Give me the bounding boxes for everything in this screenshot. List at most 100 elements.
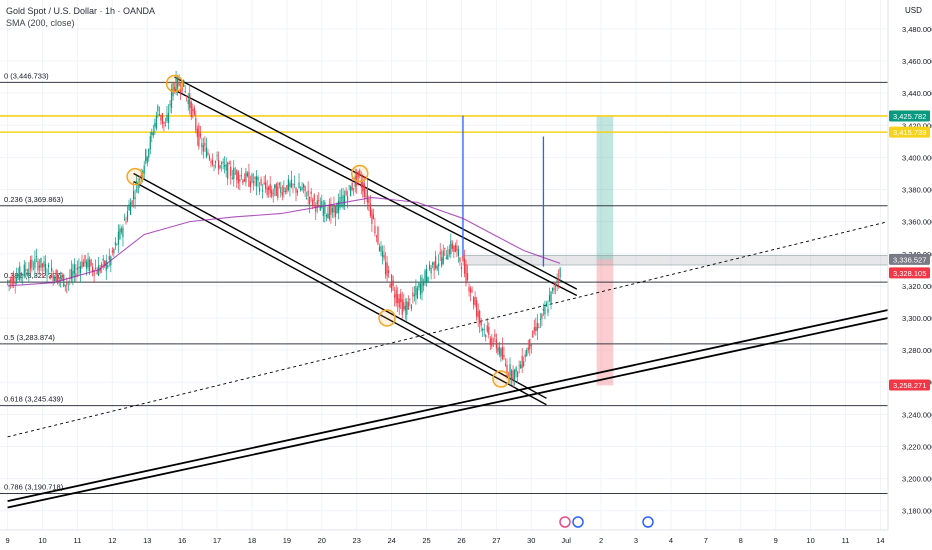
candle-body bbox=[553, 288, 555, 290]
candle-body bbox=[506, 364, 508, 376]
fib-label: 0.5 (3,283.874) bbox=[4, 333, 55, 342]
candle-body bbox=[213, 165, 215, 167]
candle-body bbox=[400, 293, 402, 303]
candle-body bbox=[419, 283, 422, 295]
time-tick-label: 14 bbox=[876, 536, 884, 545]
price-tag-bg bbox=[889, 267, 930, 279]
candle-body bbox=[192, 109, 194, 111]
candle-body bbox=[98, 265, 100, 276]
candle-body bbox=[318, 199, 320, 201]
candle-body bbox=[324, 202, 326, 214]
candle-body bbox=[468, 286, 470, 292]
channel-lower-line bbox=[133, 172, 547, 399]
candle-body bbox=[353, 188, 355, 190]
candle-body bbox=[302, 184, 305, 188]
time-axis-bg bbox=[0, 530, 932, 550]
candle-body bbox=[457, 249, 460, 257]
candle-body bbox=[95, 268, 97, 269]
pivot-circle bbox=[351, 164, 369, 183]
candle-body bbox=[548, 295, 551, 301]
candle-body bbox=[527, 347, 529, 351]
candle-body bbox=[64, 284, 66, 286]
candle-body bbox=[173, 87, 176, 92]
event-flag-icon[interactable] bbox=[572, 516, 584, 528]
candle-body bbox=[249, 181, 252, 187]
candle-body bbox=[476, 300, 478, 317]
candle-body bbox=[542, 308, 545, 311]
candle-body bbox=[66, 282, 68, 285]
candle-body bbox=[104, 260, 106, 267]
candle-body bbox=[28, 268, 30, 276]
candle-body bbox=[482, 329, 484, 331]
candle-body bbox=[72, 271, 74, 277]
pivot-circles bbox=[126, 74, 510, 388]
time-tick-label: 30 bbox=[527, 536, 535, 545]
candle-body bbox=[32, 268, 34, 270]
fib-label: 0.618 (3,245.439) bbox=[4, 395, 64, 404]
candle-body bbox=[512, 370, 514, 381]
candle-body bbox=[551, 287, 554, 291]
candle-body bbox=[61, 275, 63, 278]
candle-body bbox=[151, 132, 153, 136]
fibonacci-levels: 0 (3,446.733) 0.236 (3,369.863) 0.382 (3,3… bbox=[0, 71, 888, 495]
event-flag-icon[interactable] bbox=[642, 516, 654, 528]
candle-body bbox=[137, 184, 139, 193]
candle-body bbox=[145, 149, 147, 162]
candle-body bbox=[14, 283, 16, 285]
candle-body bbox=[477, 311, 479, 318]
candle-body bbox=[447, 254, 449, 260]
candle-body bbox=[70, 268, 72, 280]
candle-body bbox=[193, 107, 195, 115]
price-tick-label: 3,220.000 bbox=[902, 442, 932, 451]
candle-body bbox=[163, 121, 165, 124]
candle-body bbox=[19, 266, 21, 281]
candle-body bbox=[85, 261, 88, 269]
candle-body bbox=[82, 262, 85, 267]
candle-body bbox=[164, 125, 167, 127]
candle-body bbox=[29, 260, 31, 270]
candle-body bbox=[91, 266, 94, 272]
candle-body bbox=[237, 172, 239, 184]
candle-body bbox=[334, 205, 337, 217]
candle-body bbox=[509, 364, 511, 377]
candle-body bbox=[37, 260, 39, 271]
candle-body bbox=[304, 185, 306, 192]
candle-body bbox=[195, 118, 197, 131]
candle-body bbox=[375, 236, 378, 238]
candle-body bbox=[441, 257, 443, 266]
candle-body bbox=[51, 267, 53, 272]
candle-body bbox=[38, 265, 41, 268]
symbol-title[interactable]: Gold Spot / U.S. Dollar · 1h · OANDA bbox=[6, 6, 156, 16]
sma-line bbox=[7, 196, 561, 287]
channel-lower-line bbox=[133, 180, 547, 406]
time-tick-label: 10 bbox=[38, 536, 46, 545]
candle-body bbox=[350, 186, 352, 196]
candle-body bbox=[52, 273, 54, 282]
price-tick-label: 3,460.000 bbox=[902, 57, 932, 66]
price-tag-label: 3,328.105 bbox=[893, 269, 926, 278]
candle-body bbox=[224, 164, 226, 167]
time-tick-label: 25 bbox=[422, 536, 430, 545]
time-axis[interactable]: 9 10 11 12 13 16 17 18 19 20 23 24 25 26 27 30 Jul 2 3 4 7 8 9… bbox=[0, 529, 932, 550]
candle-body bbox=[268, 186, 270, 191]
sma-indicator-label[interactable]: SMA (200, close) bbox=[6, 18, 75, 28]
candle-body bbox=[93, 270, 95, 276]
event-flag-icon[interactable] bbox=[559, 516, 571, 528]
price-tick-label: 3,360.000 bbox=[902, 218, 932, 227]
candle-body bbox=[345, 190, 347, 196]
candle-body bbox=[435, 256, 437, 268]
candle-body bbox=[296, 190, 299, 193]
candle-body bbox=[504, 363, 507, 366]
event-markers[interactable] bbox=[559, 516, 654, 528]
sma-200-line bbox=[7, 196, 561, 287]
candle-body bbox=[413, 294, 415, 297]
candle-body bbox=[328, 204, 330, 220]
candle-body bbox=[266, 187, 268, 195]
candle-body bbox=[378, 246, 381, 252]
candle-body bbox=[473, 297, 475, 305]
candle-body bbox=[292, 183, 294, 185]
price-tick-label: 3,240.000 bbox=[902, 410, 932, 419]
candle-body bbox=[403, 302, 405, 310]
drawing-lines bbox=[7, 76, 889, 509]
